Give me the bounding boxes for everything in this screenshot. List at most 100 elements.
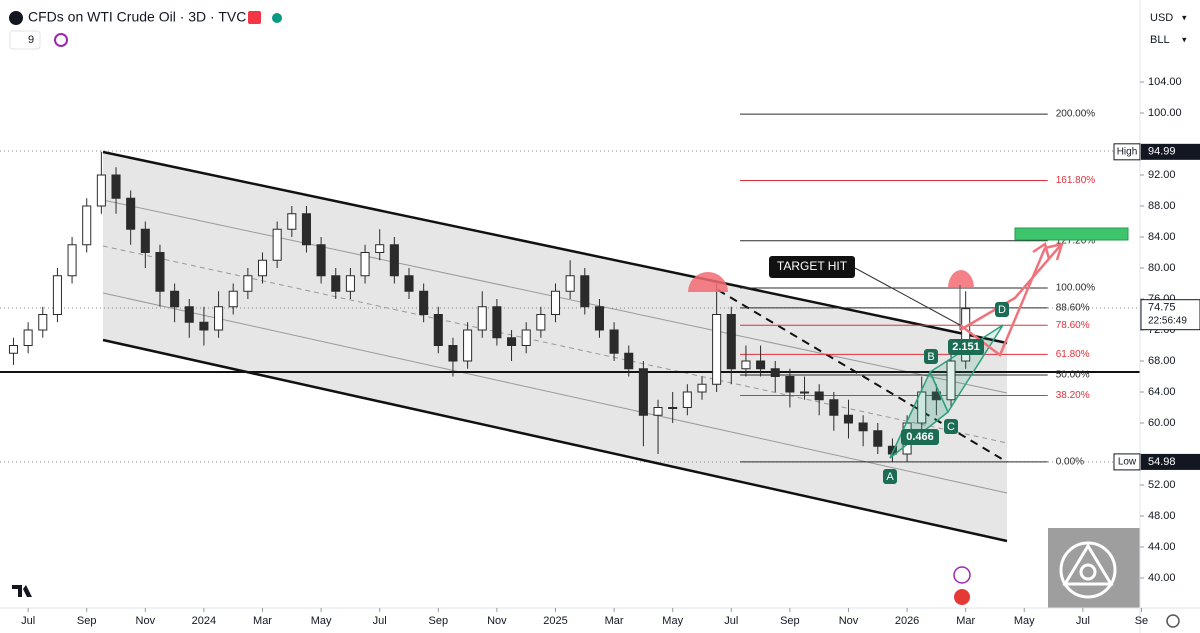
candle-body <box>170 290 180 308</box>
candle-body <box>668 407 678 410</box>
x-tick-label: 2024 <box>192 615 216 627</box>
last-price-badge <box>1140 299 1200 331</box>
candle-body <box>712 314 722 385</box>
candle-body <box>741 360 751 370</box>
point-label: C <box>947 421 955 433</box>
fib-label: 200.00% <box>1056 109 1096 120</box>
point-badge <box>944 419 958 434</box>
candle-body <box>873 430 883 447</box>
price-badge <box>1141 143 1200 160</box>
candle-body <box>126 197 136 230</box>
candle-body <box>331 275 341 292</box>
trend-dashed <box>717 289 1008 463</box>
y-tick-label: 64.00 <box>1148 386 1176 398</box>
candle-body <box>38 314 48 331</box>
candle-body <box>565 275 575 292</box>
currency-button[interactable] <box>1144 8 1196 28</box>
countdown: 22:56:49 <box>1148 315 1187 326</box>
fib-label: 38.20% <box>1056 390 1090 401</box>
x-tick-label: Sep <box>77 615 97 627</box>
candle-body <box>96 174 106 207</box>
candle-body <box>507 337 517 347</box>
fib-label: 161.80% <box>1056 175 1096 186</box>
chart-title[interactable]: CFDs on WTI Crude Oil · 3D · TVC <box>28 9 246 25</box>
price-badge <box>1141 453 1200 470</box>
candle-body <box>287 213 297 230</box>
symbol-icon <box>9 11 23 25</box>
channel-top <box>102 150 1008 345</box>
settings-icon[interactable] <box>1166 614 1180 628</box>
candle-body <box>785 376 795 393</box>
y-tick-label: 40.00 <box>1148 572 1176 584</box>
top-marker <box>948 270 974 288</box>
flag-icon[interactable] <box>248 11 261 24</box>
candle-body <box>214 306 224 331</box>
point-label: A <box>886 471 894 483</box>
candle-body <box>463 329 473 362</box>
candle-body <box>521 329 531 347</box>
callout-text: TARGET HIT <box>777 259 848 273</box>
channel-inner <box>102 292 1008 494</box>
fib-label: 50.00% <box>1056 370 1090 381</box>
price-badge <box>1113 143 1141 161</box>
watermark-icon <box>1062 543 1114 586</box>
candle-body <box>858 422 868 432</box>
fib-label: 78.60% <box>1056 320 1090 331</box>
candle-body <box>580 275 590 308</box>
dropdown[interactable]: ▾ <box>1182 34 1187 44</box>
unit: BLL <box>1150 34 1170 46</box>
channel-bottom <box>102 338 1008 543</box>
candle-body <box>638 368 648 416</box>
x-tick-label: Se <box>1135 615 1148 627</box>
y-tick-label: 48.00 <box>1148 510 1176 522</box>
point-badge <box>995 302 1009 317</box>
candle-body <box>624 352 634 370</box>
tv-logo <box>12 585 32 597</box>
candle-body <box>653 407 663 416</box>
candle-body <box>111 174 121 199</box>
x-tick-label: May <box>1014 615 1035 627</box>
candle-body <box>843 414 854 424</box>
candle-body <box>829 399 839 416</box>
candle-body <box>228 290 238 308</box>
x-tick-label: May <box>311 615 332 627</box>
candle-body <box>800 391 810 394</box>
y-tick-label: 52.00 <box>1148 479 1176 491</box>
candle-body <box>697 383 707 393</box>
callout-line <box>854 267 961 326</box>
indicator-box[interactable] <box>9 30 41 50</box>
ratio-label: 2.151 <box>952 341 980 353</box>
price-badge <box>1113 453 1141 471</box>
candle-body <box>477 306 487 331</box>
x-tick-label: 2026 <box>895 615 919 627</box>
x-tick-label: Sep <box>429 615 449 627</box>
y-tick-label: 100.00 <box>1148 107 1182 119</box>
y-tick-label: 44.00 <box>1148 541 1176 553</box>
channel-mid <box>102 245 1008 444</box>
x-tick-label: Mar <box>253 615 272 627</box>
candle-body <box>140 228 150 254</box>
candle-body <box>448 345 458 362</box>
candle-body <box>257 259 268 277</box>
dropdown[interactable]: ▾ <box>1182 12 1187 22</box>
candle-body <box>756 360 766 370</box>
ratio-badge <box>901 429 939 445</box>
candle-body <box>82 205 92 246</box>
candle-body <box>8 345 19 354</box>
x-tick-label: Jul <box>724 615 738 627</box>
x-tick-label: Nov <box>487 615 507 627</box>
y-tick-label: 68.00 <box>1148 355 1176 367</box>
candle-body <box>155 252 165 292</box>
price-badge-label: Low <box>1118 457 1137 468</box>
fib-label: 61.80% <box>1056 349 1090 360</box>
last-price: 74.75 <box>1148 302 1176 314</box>
ratio-badge <box>948 339 984 355</box>
candle-body <box>682 391 692 409</box>
y-tick-label: 92.00 <box>1148 169 1176 181</box>
refresh-icon[interactable] <box>54 33 68 47</box>
x-tick-label: Mar <box>605 615 624 627</box>
candle-body <box>433 314 443 347</box>
candle-body <box>946 360 956 401</box>
candle-body <box>272 228 282 261</box>
